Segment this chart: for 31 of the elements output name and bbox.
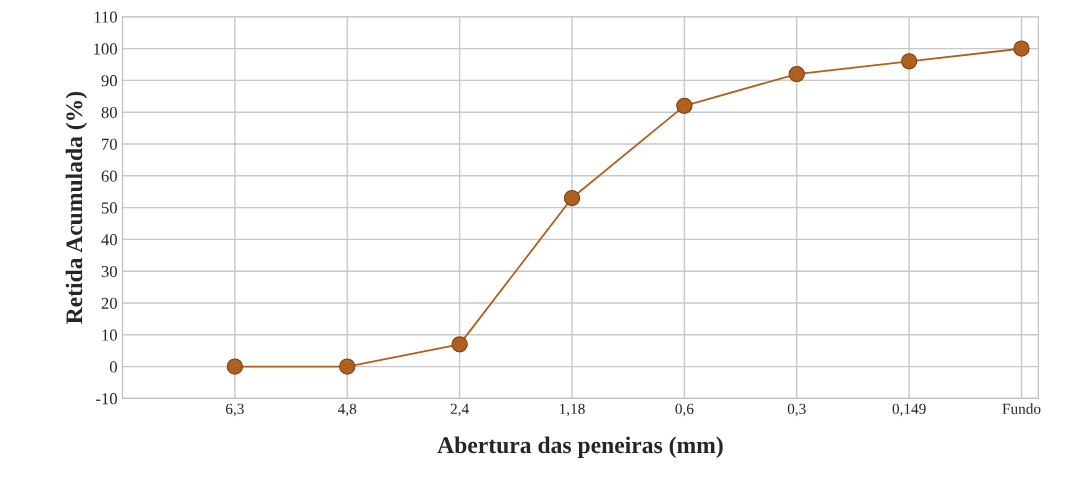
point [1013, 40, 1030, 57]
y-tick-label: 40 [101, 234, 117, 246]
point [676, 97, 693, 114]
y-tick-label: 80 [101, 106, 117, 119]
point [788, 65, 805, 83]
y-tick-label: 60 [101, 170, 117, 182]
y-tick-label: 30 [101, 265, 117, 278]
y-tick-label: 10 [102, 329, 117, 341]
x-tick-label: 4,8 [337, 403, 357, 417]
x-tick-label: 0,3 [787, 403, 806, 417]
x-tick-label: 6,3 [225, 403, 244, 417]
x-tick-label: 0,6 [675, 403, 694, 417]
x-tick-label: 1,18 [559, 403, 585, 417]
point [226, 358, 244, 375]
point [900, 53, 918, 70]
x-axis-title: Abertura das peneiras (mm) [437, 436, 723, 458]
x-tick-label: 0,149 [892, 403, 926, 417]
y-tick-label: -10 [96, 393, 117, 405]
x-tick-label: 2,4 [450, 403, 469, 417]
y-tick-label: 110 [94, 11, 117, 23]
y-tick-label: 0 [109, 361, 117, 373]
y-tick-label: 50 [101, 202, 117, 214]
y-tick-label: 70 [102, 138, 117, 150]
y-tick-label: 20 [101, 297, 117, 309]
x-tick-label: Fundo [1002, 403, 1041, 415]
y-tick-label: 100 [94, 43, 117, 55]
y-tick-label: 90 [101, 75, 117, 87]
point [563, 189, 581, 207]
point [451, 336, 468, 353]
y-axis-title: Retida Acumulada (%) [65, 91, 88, 324]
point [339, 358, 356, 375]
